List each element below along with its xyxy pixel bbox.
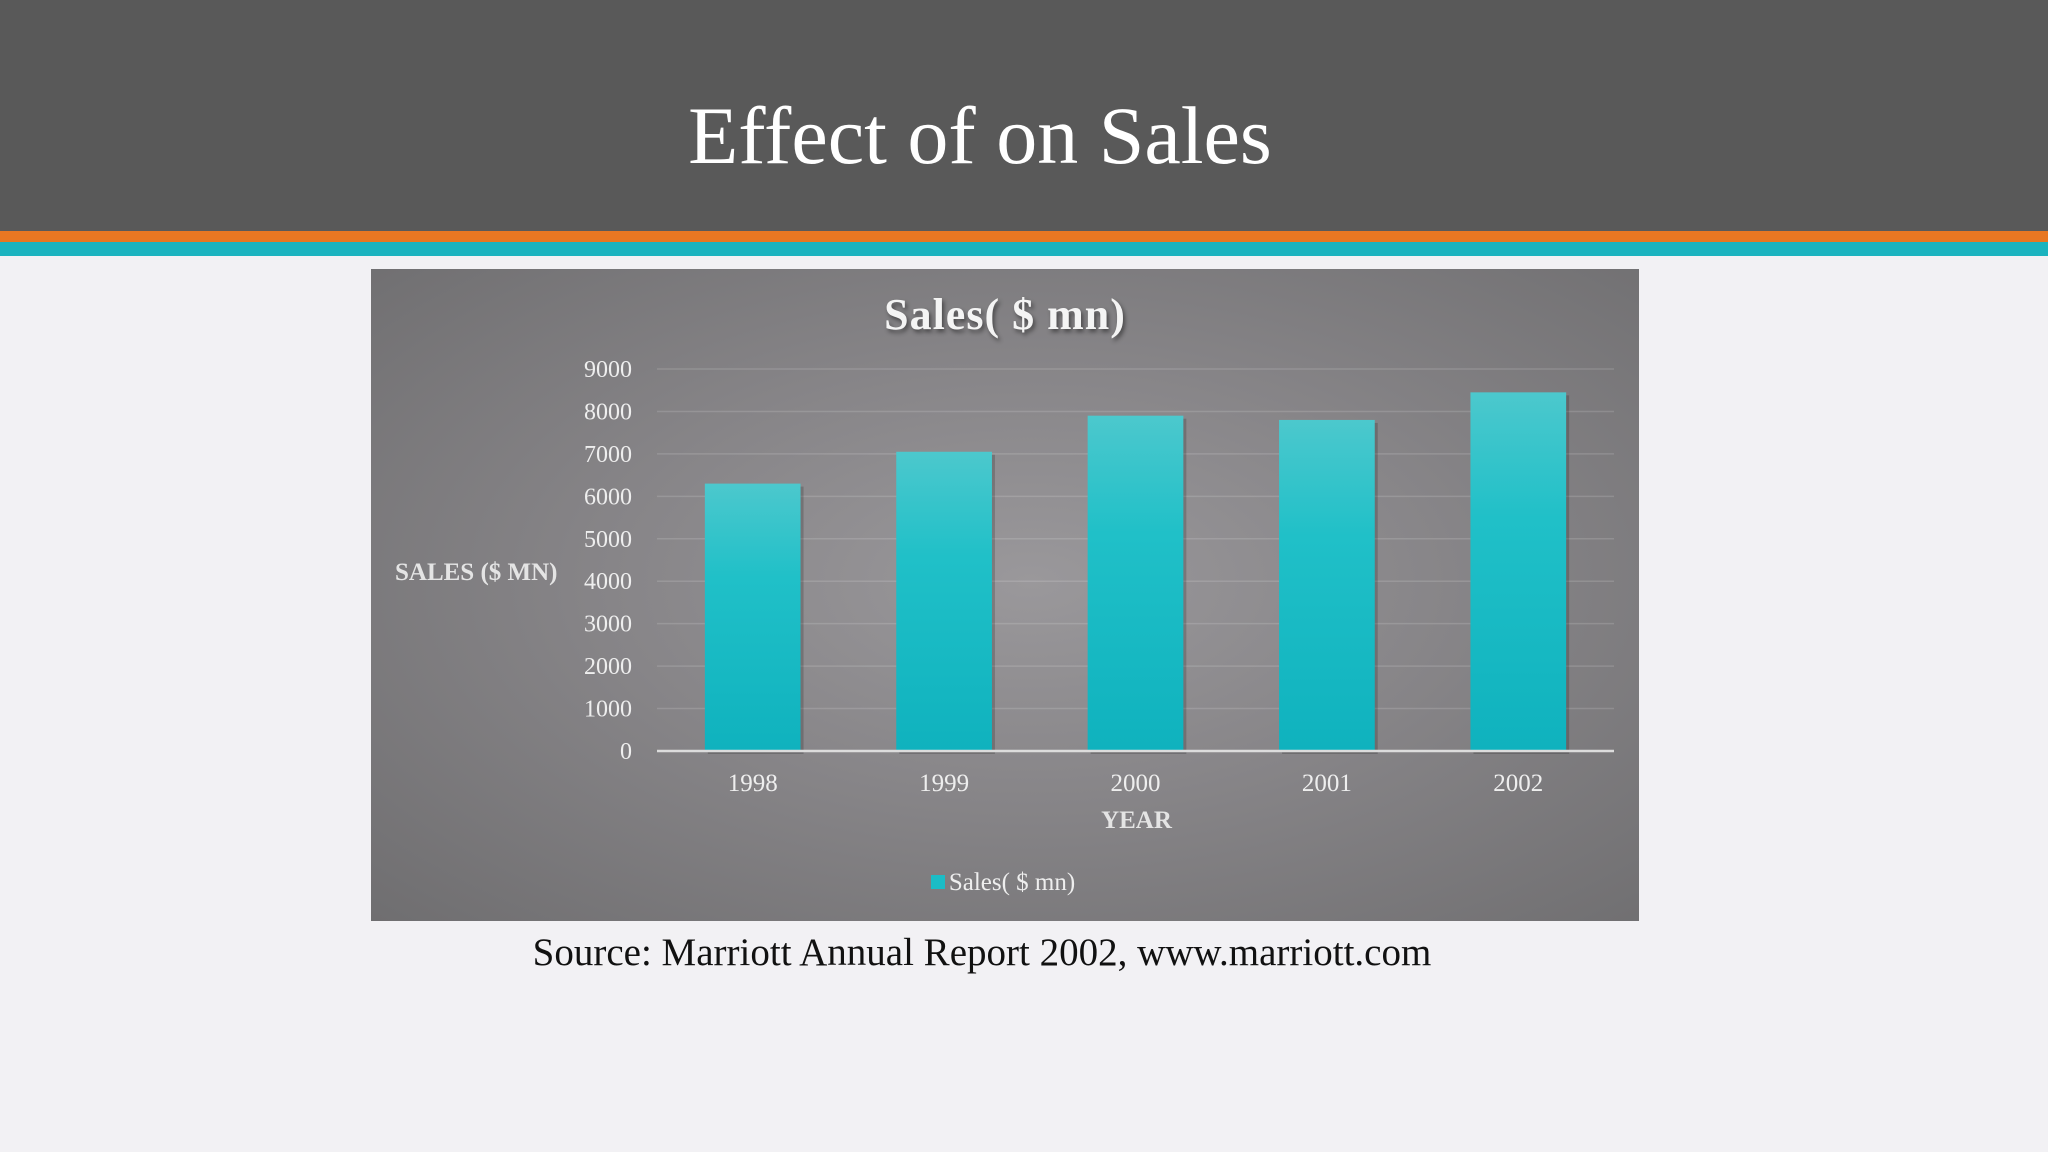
y-tick-label: 1000 <box>584 697 632 723</box>
bar-1998 <box>704 483 801 751</box>
teal-accent-stripe <box>0 242 2048 256</box>
y-tick-label: 6000 <box>584 484 632 510</box>
bar-1999 <box>896 451 992 751</box>
y-tick-label: 0 <box>620 739 632 765</box>
chart-legend: Sales( $ mn) <box>371 869 1635 897</box>
y-tick-label: 7000 <box>584 442 632 468</box>
orange-accent-stripe <box>0 231 2048 242</box>
y-tick-label: 3000 <box>584 612 632 638</box>
slide-header <box>0 0 2048 231</box>
bar-chart-plot: 0 1000 2000 3000 4000 5000 6000 7000 8000 9000 199… <box>584 357 1614 797</box>
x-tick-label: 1999 <box>919 770 969 797</box>
bar-2002 <box>1470 392 1567 751</box>
x-tick-label: 2000 <box>1111 770 1161 797</box>
y-axis-label: SALES ($ MN) <box>395 559 558 586</box>
y-tick-label: 4000 <box>584 569 632 595</box>
chart-panel: Sales( $ mn) SALES ($ MN) 0 1000 2000 3000 4… <box>371 269 1639 921</box>
legend-swatch <box>930 875 945 890</box>
legend-label: Sales( $ mn) <box>948 869 1076 896</box>
x-tick-label: 1998 <box>728 770 778 797</box>
y-tick-label: 8000 <box>584 399 632 425</box>
bar-2001 <box>1279 419 1375 751</box>
slide-title: Effect of on Sales <box>688 90 1272 181</box>
x-axis-label: YEAR <box>1101 807 1172 834</box>
y-tick-label: 9000 <box>584 357 632 383</box>
x-tick-label: 2002 <box>1493 770 1543 797</box>
y-tick-label: 2000 <box>584 654 632 680</box>
chart-title: Sales( $ mn) <box>884 290 1126 339</box>
y-tick-label: 5000 <box>584 527 632 553</box>
bar-2000 <box>1087 415 1184 751</box>
x-tick-label: 2001 <box>1302 770 1352 797</box>
source-citation: Source: Marriott Annual Report 2002, www… <box>532 931 1432 974</box>
